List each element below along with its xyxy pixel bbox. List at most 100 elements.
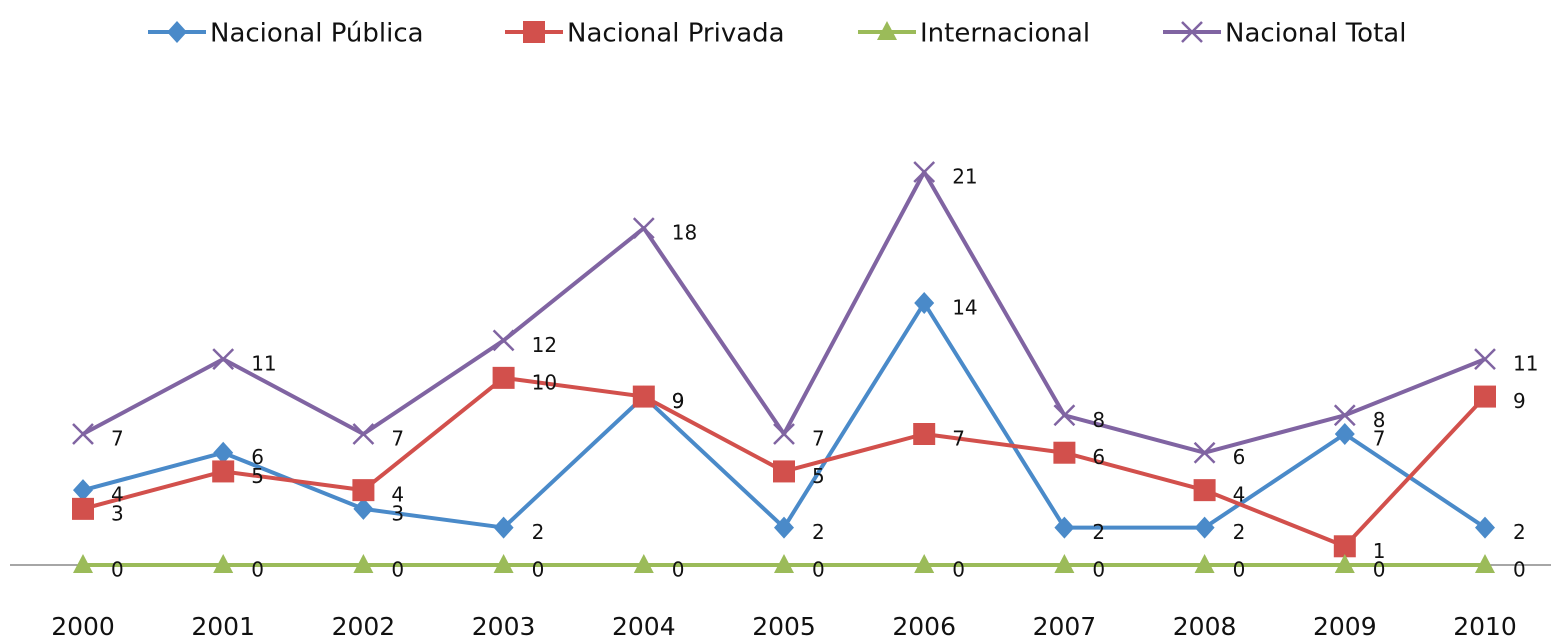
data-label: 2 xyxy=(1233,520,1246,544)
x-tick-label: 2003 xyxy=(472,612,536,641)
marker xyxy=(877,21,897,40)
marker xyxy=(773,423,795,445)
data-label: 21 xyxy=(952,165,977,189)
marker xyxy=(1053,441,1076,464)
data-label: 6 xyxy=(1233,445,1246,469)
marker xyxy=(632,385,655,408)
data-label: 7 xyxy=(952,427,965,451)
x-tick-label: 2001 xyxy=(191,612,255,641)
marker xyxy=(492,329,515,352)
data-label: 2 xyxy=(812,520,825,544)
data-label: 11 xyxy=(1513,352,1538,376)
marker xyxy=(493,554,514,573)
legend-label: Nacional Pública xyxy=(210,19,424,49)
series-line xyxy=(82,301,1487,530)
x-tick-label: 2006 xyxy=(892,612,956,641)
marker xyxy=(774,554,794,573)
marker xyxy=(523,21,545,43)
data-label: 0 xyxy=(952,558,965,582)
data-label: 8 xyxy=(1373,408,1386,432)
marker xyxy=(353,554,374,573)
data-label: 4 xyxy=(391,483,404,507)
marker xyxy=(1475,516,1495,539)
marker xyxy=(1474,385,1496,408)
data-label: 3 xyxy=(111,501,124,525)
data-label: 7 xyxy=(111,427,124,451)
legend: Nacional Pública Nacional Privada Internac… xyxy=(148,19,1406,49)
data-label: 10 xyxy=(532,370,557,394)
marker xyxy=(213,554,234,573)
marker xyxy=(72,423,94,445)
marker xyxy=(1194,516,1215,539)
marker xyxy=(1194,554,1215,573)
legend-label: Nacional Privada xyxy=(567,19,785,49)
data-label: 0 xyxy=(391,558,404,582)
data-label: 7 xyxy=(391,427,404,451)
data-label: 8 xyxy=(1092,408,1105,432)
data-label: 5 xyxy=(251,464,264,488)
data-label: 4 xyxy=(1233,483,1246,507)
data-label: 3 xyxy=(391,501,404,525)
x-tick-label: 2007 xyxy=(1033,612,1097,641)
marker xyxy=(352,423,375,445)
marker xyxy=(353,497,374,520)
data-label: 0 xyxy=(1233,558,1246,582)
marker xyxy=(633,554,654,573)
data-label: 2 xyxy=(532,520,545,544)
x-tick-label: 2009 xyxy=(1313,612,1377,641)
marker xyxy=(1193,441,1216,464)
marker xyxy=(1333,535,1356,558)
x-tick-label: 2008 xyxy=(1173,612,1237,641)
marker xyxy=(914,554,935,573)
marker xyxy=(632,217,655,240)
marker xyxy=(913,423,936,445)
data-label: 0 xyxy=(111,558,124,582)
marker xyxy=(212,460,235,483)
marker xyxy=(73,479,93,502)
legend-label: Nacional Total xyxy=(1225,19,1406,49)
marker xyxy=(1334,554,1355,573)
series-line xyxy=(82,170,1486,455)
marker xyxy=(1334,423,1355,445)
data-label: 0 xyxy=(812,558,825,582)
marker xyxy=(1054,516,1075,539)
data-label: 1 xyxy=(1373,539,1386,563)
x-tick-label: 2002 xyxy=(332,612,396,641)
data-label: 7 xyxy=(1373,427,1386,451)
data-label: 0 xyxy=(251,558,264,582)
data-label: 9 xyxy=(672,389,685,413)
marker xyxy=(774,516,794,539)
data-label: 6 xyxy=(251,445,264,469)
data-label: 0 xyxy=(672,558,685,582)
data-label: 2 xyxy=(1092,520,1105,544)
data-label: 12 xyxy=(532,333,557,357)
marker xyxy=(352,479,375,502)
data-label: 0 xyxy=(532,558,545,582)
x-tick-label: 2005 xyxy=(752,612,816,641)
data-label: 0 xyxy=(1092,558,1105,582)
data-label: 0 xyxy=(1373,558,1386,582)
data-label: 4 xyxy=(111,483,124,507)
data-label: 0 xyxy=(1513,558,1526,582)
marker xyxy=(1475,554,1495,573)
marker xyxy=(167,21,187,43)
marker xyxy=(1193,479,1216,502)
data-label: 18 xyxy=(672,221,697,245)
data-label: 7 xyxy=(812,427,825,451)
data-label: 6 xyxy=(1092,445,1105,469)
data-label: 2 xyxy=(1513,520,1526,544)
marker xyxy=(914,292,935,314)
legend-label: Internacional xyxy=(920,19,1090,49)
marker xyxy=(1053,404,1076,427)
marker xyxy=(213,441,234,464)
data-label: 11 xyxy=(251,352,276,376)
marker xyxy=(73,554,93,573)
marker xyxy=(773,460,795,483)
x-tick-label: 2004 xyxy=(612,612,676,641)
data-label: 9 xyxy=(672,389,685,413)
marker xyxy=(913,161,936,183)
marker xyxy=(493,516,514,539)
data-label: 5 xyxy=(812,464,825,488)
x-tick-label: 2010 xyxy=(1453,612,1517,641)
